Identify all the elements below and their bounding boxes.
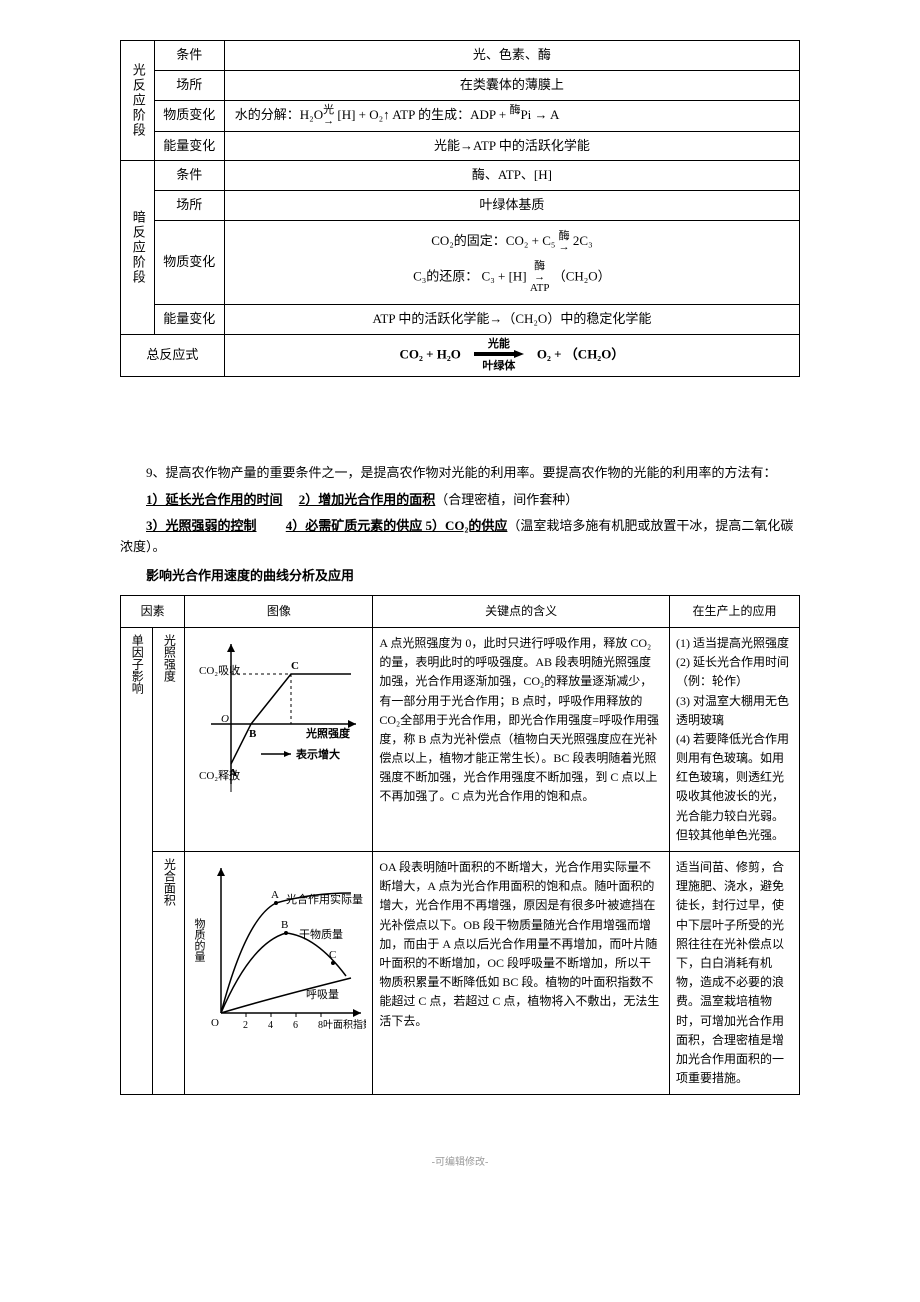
cond-value: 光、色素、酶 [224,41,799,71]
hdr-factor: 因素 [121,595,185,627]
svg-text:光合作用实际量: 光合作用实际量 [286,892,363,906]
light-intensity-chart: CO₂吸收 CO₂释放 O A B C 光照强度 表示增大 [185,627,373,851]
place-value: 在类囊体的薄膜上 [224,70,799,100]
svg-text:2: 2 [243,1020,248,1031]
row1-application: (1) 适当提高光照强度 (2) 延长光合作用时间（例：轮作） (3) 对温室大… [670,627,800,851]
hdr-keypoint: 关键点的含义 [373,595,670,627]
curve-analysis-table: 因素 图像 关键点的含义 在生产上的应用 单因子影响 光照强度 CO₂吸收 [120,595,800,1096]
svg-text:呼吸量: 呼吸量 [306,988,339,1001]
matter-light-formula: 水的分解：H₂O光→ [H] + O₂↑ ATP 的生成：ADP + 酶 Pi … [224,100,799,131]
place-label: 场所 [154,70,224,100]
energy-light-value: 光能→ATP 中的活跃化学能 [224,131,799,161]
methods-line-1: 1）延长光合作用的时间 2）增加光合作用的面积（合理密植，间作套种） [120,490,800,511]
matter-label-dark: 物质变化 [154,221,224,305]
total-formula: CO₂ + H₂O 光能 叶绿体 O₂ + （CH₂O） [224,334,799,376]
total-label: 总反应式 [121,334,225,376]
matter-label: 物质变化 [154,100,224,131]
energy-dark-value: ATP 中的活跃化学能→（CH₂O）中的稳定化学能 [224,305,799,335]
group-label: 单因子影响 [121,627,153,1094]
leaf-area-chart: 2 4 6 8 A 光合作用实际量 B 干物质量 C [185,852,373,1095]
leaf-area-chart-svg: 2 4 6 8 A 光合作用实际量 B 干物质量 C [191,858,366,1033]
svg-text:A: A [271,889,279,901]
footer-text: -可编辑修改- [120,1155,800,1171]
svg-text:B: B [249,728,257,740]
svg-text:A: A [229,767,237,779]
light-intensity-chart-svg: CO₂吸收 CO₂释放 O A B C 光照强度 表示增大 [191,634,361,804]
energy-label-dark: 能量变化 [154,305,224,335]
svg-text:表示增大: 表示增大 [295,747,340,761]
place-dark-value: 叶绿体基质 [224,191,799,221]
svg-text:B: B [281,919,288,931]
svg-text:光照强度: 光照强度 [305,726,351,740]
hdr-image: 图像 [185,595,373,627]
cond-label: 条件 [154,41,224,71]
matter-dark-formula: CO₂的固定：CO₂ + C₅ 酶→ 2C₃ C₃的还原： C₃ + [H] 酶… [224,221,799,305]
svg-text:CO₂吸收: CO₂吸收 [199,663,240,677]
svg-text:叶面积指数: 叶面积指数 [323,1018,366,1031]
svg-text:物质的量: 物质的量 [193,917,206,962]
light-stage-header: 光反应阶段 [121,41,155,161]
energy-label: 能量变化 [154,131,224,161]
svg-text:干物质量: 干物质量 [299,927,343,941]
svg-text:4: 4 [268,1020,273,1031]
svg-text:O: O [221,713,229,725]
svg-text:C: C [291,660,299,672]
reaction-arrow-icon [474,350,524,358]
place-label-dark: 场所 [154,191,224,221]
row2-application: 适当间苗、修剪，合理施肥、浇水，避免徒长，封行过早，使中下层叶子所受的光照往往在… [670,852,800,1095]
row1-factor: 光照强度 [153,627,185,851]
photosynthesis-stage-table: 光反应阶段 条件 光、色素、酶 场所 在类囊体的薄膜上 物质变化 水的分解：H₂… [120,40,800,377]
paragraph-9: 9、提高农作物产量的重要条件之一，是提高农作物对光能的利用率。要提高农作物的光能… [120,463,800,484]
dark-stage-header: 暗反应阶段 [121,161,155,334]
svg-text:O: O [211,1017,219,1029]
svg-text:6: 6 [293,1020,298,1031]
hdr-application: 在生产上的应用 [670,595,800,627]
methods-line-2: 3）光照强弱的控制 4）必需矿质元素的供应 5）CO₂的供应（温室栽培多施有机肥… [120,516,800,558]
cond-label-dark: 条件 [154,161,224,191]
row2-keypoint: OA 段表明随叶面积的不断增大，光合作用实际量不断增大，A 点为光合作用面积的饱… [373,852,670,1095]
row1-keypoint: A 点光照强度为 0，此时只进行呼吸作用，释放 CO₂的量，表明此时的呼吸强度。… [373,627,670,851]
svg-text:C: C [329,949,336,961]
curve-section-title: 影响光合作用速度的曲线分析及应用 [120,566,800,587]
cond-dark-value: 酶、ATP、[H] [224,161,799,191]
row2-factor: 光合面积 [153,852,185,1095]
